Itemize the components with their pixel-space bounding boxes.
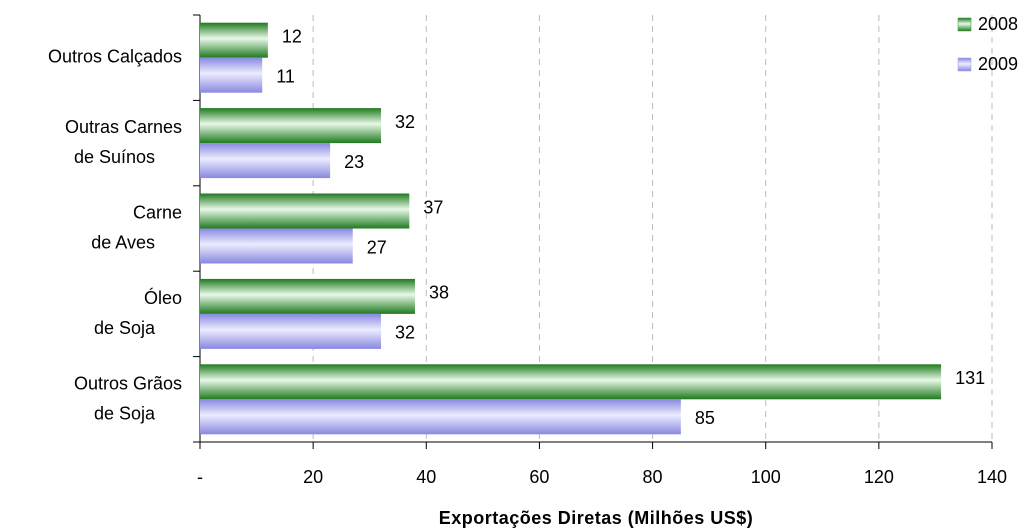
y-tick-label-line: Óleo [144,287,182,308]
x-tick-label: 140 [977,467,1007,487]
legend-swatch [957,57,972,72]
bar [200,108,382,144]
bar [200,143,331,179]
x-tick-label: 40 [416,467,436,487]
bar [200,22,268,58]
y-tick-label-line: de Soja [94,318,156,338]
y-tick-label: Outras Carnes de Suínos [65,117,182,167]
value-label: 12 [282,26,302,46]
legend-swatch [957,17,972,32]
x-tick-label: 120 [864,467,894,487]
value-label: 32 [395,112,415,132]
x-tick-label: 100 [751,467,781,487]
bar [200,364,942,400]
x-tick-label: 60 [529,467,549,487]
y-tick-label: Carne de Aves [91,202,182,252]
bar [200,278,415,314]
value-label: 27 [367,237,387,257]
bar [200,399,681,435]
y-tick-label: Outros Grãos de Soja [74,373,182,423]
value-label: 38 [429,283,449,303]
y-tick-label-line: de Suínos [74,147,155,167]
value-label: 32 [395,323,415,343]
y-tick-label: Óleo de Soja [94,287,182,338]
y-tick-label-line: de Soja [94,403,156,423]
bar [200,313,382,349]
bar [200,193,410,229]
value-label: 85 [695,408,715,428]
value-label: 23 [344,152,364,172]
bar [200,57,263,93]
x-axis-title: Exportações Diretas (Milhões US$) [439,508,754,528]
y-tick-label-line: Carne [133,202,182,222]
legend-label: 2009 [978,54,1018,74]
legend-label: 2008 [978,14,1018,34]
y-tick-label-line: de Aves [91,232,155,252]
value-label: 11 [276,66,295,86]
value-label: 37 [423,197,443,217]
x-tick-label: 80 [643,467,663,487]
y-tick-label-line: Outras Carnes [65,117,182,137]
value-label: 131 [955,368,985,388]
y-tick-label: Outros Calçados [48,46,182,66]
x-tick-label: - [197,467,203,487]
y-tick-label-line: Outros Grãos [74,373,182,393]
x-tick-label: 20 [303,467,323,487]
bar [200,228,353,264]
